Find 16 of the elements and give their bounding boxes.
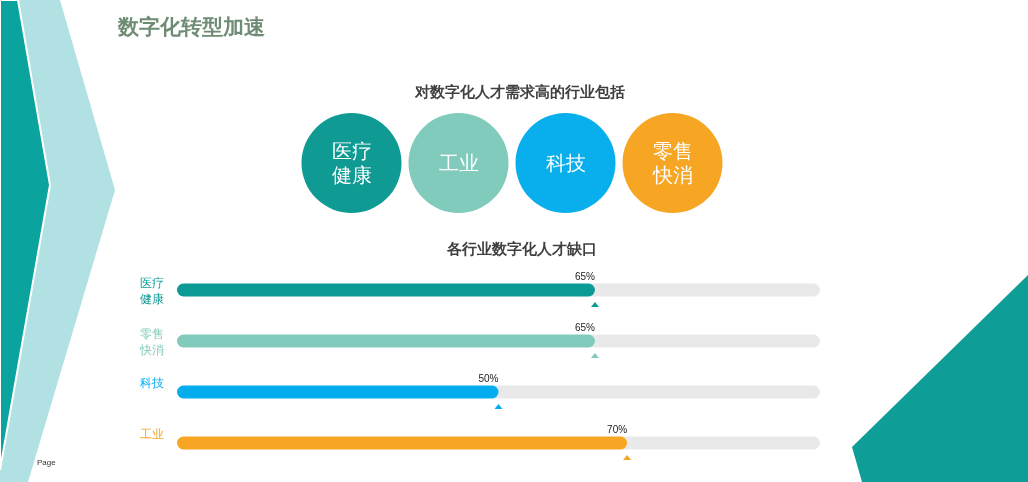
annotation: Page <box>37 458 56 467</box>
value-label: 65% <box>574 322 595 333</box>
title: 各行业数字化人才缺口 <box>447 240 597 257</box>
value-label: 65% <box>574 271 595 282</box>
category-label: 工业 <box>140 427 164 441</box>
circle-label: 医疗健康 <box>331 140 372 186</box>
circle-label: 工业 <box>438 152 479 174</box>
category-label: 零售快消 <box>140 327 164 357</box>
circle-label: 科技 <box>545 152 586 174</box>
category-label: 医疗健康 <box>140 276 164 306</box>
category-label: 科技 <box>140 376 164 390</box>
subtitle: 对数字化人才需求高的行业包括 <box>415 83 625 100</box>
title: 数字化转型加速 <box>118 15 265 38</box>
value-label: 50% <box>478 373 499 384</box>
circle-label: 零售快消 <box>652 140 693 186</box>
value-label: 70% <box>607 424 628 435</box>
